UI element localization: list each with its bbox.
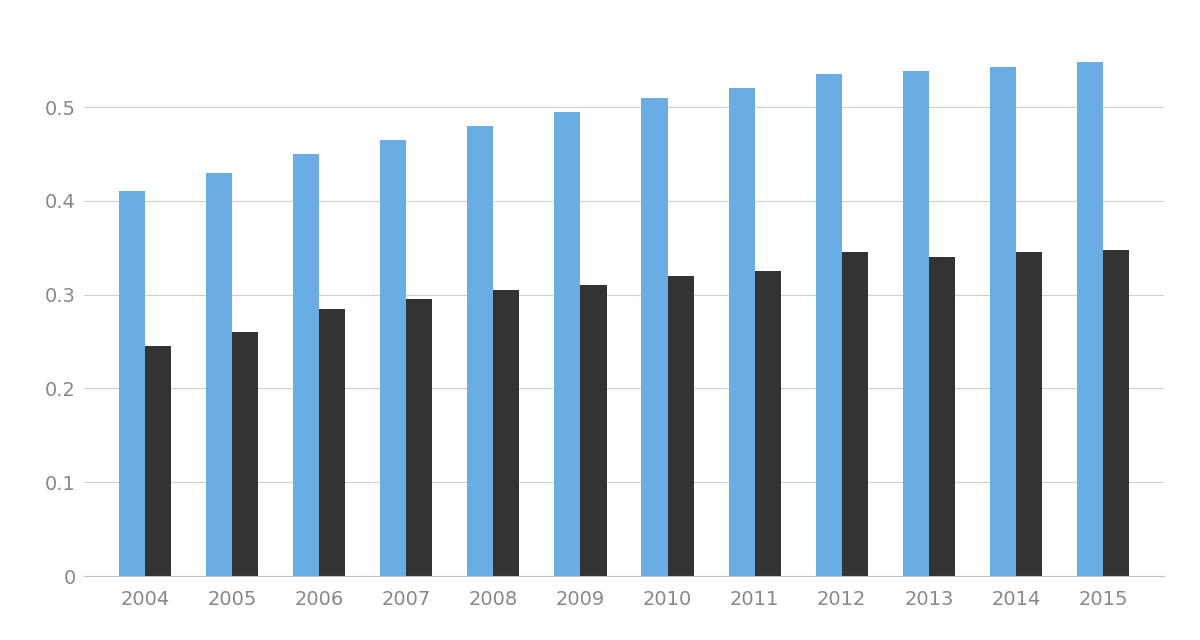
Bar <box>293 154 319 576</box>
Bar <box>990 67 1016 576</box>
Bar <box>816 74 841 576</box>
Bar <box>667 276 694 576</box>
Bar <box>232 332 258 576</box>
Bar <box>119 191 145 576</box>
Bar <box>642 98 667 576</box>
Bar <box>728 88 755 576</box>
Bar <box>1103 250 1129 576</box>
Bar <box>206 173 232 576</box>
Bar <box>1076 62 1103 576</box>
Bar <box>493 290 520 576</box>
Bar <box>467 126 493 576</box>
Bar <box>319 308 346 576</box>
Bar <box>380 140 407 576</box>
Bar <box>554 112 581 576</box>
Bar <box>929 257 955 576</box>
Bar <box>841 252 868 576</box>
Bar <box>145 346 172 576</box>
Bar <box>902 72 929 576</box>
Bar <box>581 285 606 576</box>
Bar <box>407 300 432 576</box>
Bar <box>755 271 781 576</box>
Bar <box>1016 252 1042 576</box>
